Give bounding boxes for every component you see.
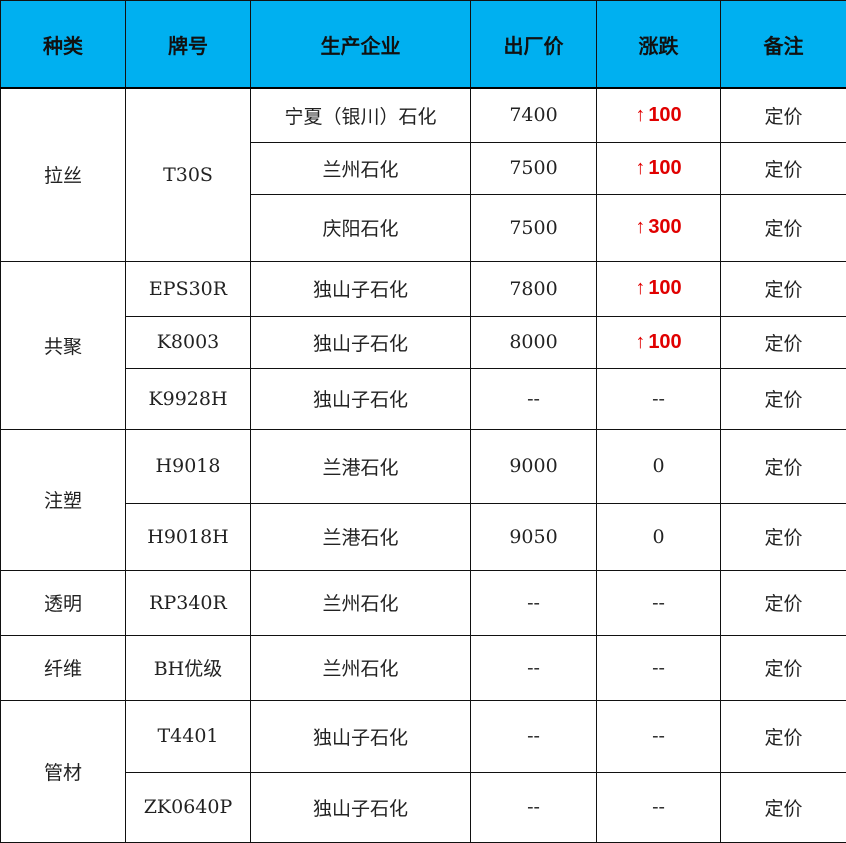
producer-cell: 兰州石化 — [251, 142, 471, 194]
note-cell: 定价 — [721, 429, 846, 503]
change-value: 100 — [648, 104, 681, 126]
change-value: -- — [652, 657, 665, 679]
arrow-up-icon: ↑ — [635, 331, 645, 354]
producer-cell: 兰港石化 — [251, 503, 471, 570]
category-cell: 管材 — [1, 700, 126, 842]
producer-cell: 兰州石化 — [251, 570, 471, 635]
change-value: 0 — [652, 455, 664, 477]
category-cell: 透明 — [1, 570, 126, 635]
price-cell: 7800 — [471, 261, 597, 316]
change-cell: ↑100 — [597, 88, 721, 142]
category-cell: 拉丝 — [1, 88, 126, 261]
header-note: 备注 — [721, 1, 846, 89]
category-cell: 纤维 — [1, 635, 126, 700]
change-cell: 0 — [597, 429, 721, 503]
note-cell: 定价 — [721, 88, 846, 142]
category-cell: 共聚 — [1, 261, 126, 429]
change-value: -- — [652, 796, 665, 818]
note-cell: 定价 — [721, 503, 846, 570]
change-value: 0 — [652, 526, 664, 548]
grade-cell: ZK0640P — [126, 772, 251, 842]
header-category: 种类 — [1, 1, 126, 89]
price-cell: 7500 — [471, 194, 597, 261]
change-value: -- — [652, 388, 665, 410]
change-value: 100 — [648, 277, 681, 299]
price-cell: -- — [471, 368, 597, 429]
change-cell: -- — [597, 635, 721, 700]
change-cell: ↑100 — [597, 261, 721, 316]
arrow-up-icon: ↑ — [635, 277, 645, 300]
grade-cell: H9018 — [126, 429, 251, 503]
change-value: 100 — [648, 331, 681, 353]
header-price: 出厂价 — [471, 1, 597, 89]
grade-cell: BH优级 — [126, 635, 251, 700]
producer-cell: 独山子石化 — [251, 368, 471, 429]
producer-cell: 宁夏（银川）石化 — [251, 88, 471, 142]
producer-cell: 独山子石化 — [251, 316, 471, 368]
producer-cell: 独山子石化 — [251, 772, 471, 842]
note-cell: 定价 — [721, 700, 846, 772]
change-cell: ↑100 — [597, 142, 721, 194]
price-cell: -- — [471, 570, 597, 635]
price-cell: 8000 — [471, 316, 597, 368]
price-cell: -- — [471, 635, 597, 700]
arrow-up-icon: ↑ — [635, 157, 645, 180]
price-cell: 7400 — [471, 88, 597, 142]
change-value: -- — [652, 725, 665, 747]
change-cell: -- — [597, 570, 721, 635]
note-cell: 定价 — [721, 142, 846, 194]
change-cell: ↑300 — [597, 194, 721, 261]
change-cell: -- — [597, 700, 721, 772]
price-cell: -- — [471, 772, 597, 842]
note-cell: 定价 — [721, 316, 846, 368]
arrow-up-icon: ↑ — [635, 104, 645, 127]
change-value: 300 — [648, 216, 681, 238]
change-value: -- — [652, 592, 665, 614]
grade-cell: T4401 — [126, 700, 251, 772]
change-cell: -- — [597, 368, 721, 429]
note-cell: 定价 — [721, 570, 846, 635]
grade-cell: T30S — [126, 88, 251, 261]
grade-cell: RP340R — [126, 570, 251, 635]
change-cell: ↑100 — [597, 316, 721, 368]
grade-cell: H9018H — [126, 503, 251, 570]
arrow-up-icon: ↑ — [635, 216, 645, 239]
grade-cell: K8003 — [126, 316, 251, 368]
price-cell: -- — [471, 700, 597, 772]
note-cell: 定价 — [721, 261, 846, 316]
note-cell: 定价 — [721, 194, 846, 261]
note-cell: 定价 — [721, 368, 846, 429]
header-row: 种类 牌号 生产企业 出厂价 涨跌 备注 — [1, 1, 846, 89]
category-cell: 注塑 — [1, 429, 126, 570]
grade-cell: K9928H — [126, 368, 251, 429]
price-cell: 7500 — [471, 142, 597, 194]
producer-cell: 兰港石化 — [251, 429, 471, 503]
producer-cell: 兰州石化 — [251, 635, 471, 700]
note-cell: 定价 — [721, 635, 846, 700]
header-grade: 牌号 — [126, 1, 251, 89]
producer-cell: 庆阳石化 — [251, 194, 471, 261]
price-cell: 9050 — [471, 503, 597, 570]
change-value: 100 — [648, 157, 681, 179]
price-cell: 9000 — [471, 429, 597, 503]
change-cell: -- — [597, 772, 721, 842]
note-cell: 定价 — [721, 772, 846, 842]
grade-cell: EPS30R — [126, 261, 251, 316]
header-change: 涨跌 — [597, 1, 721, 89]
producer-cell: 独山子石化 — [251, 700, 471, 772]
change-cell: 0 — [597, 503, 721, 570]
header-producer: 生产企业 — [251, 1, 471, 89]
producer-cell: 独山子石化 — [251, 261, 471, 316]
